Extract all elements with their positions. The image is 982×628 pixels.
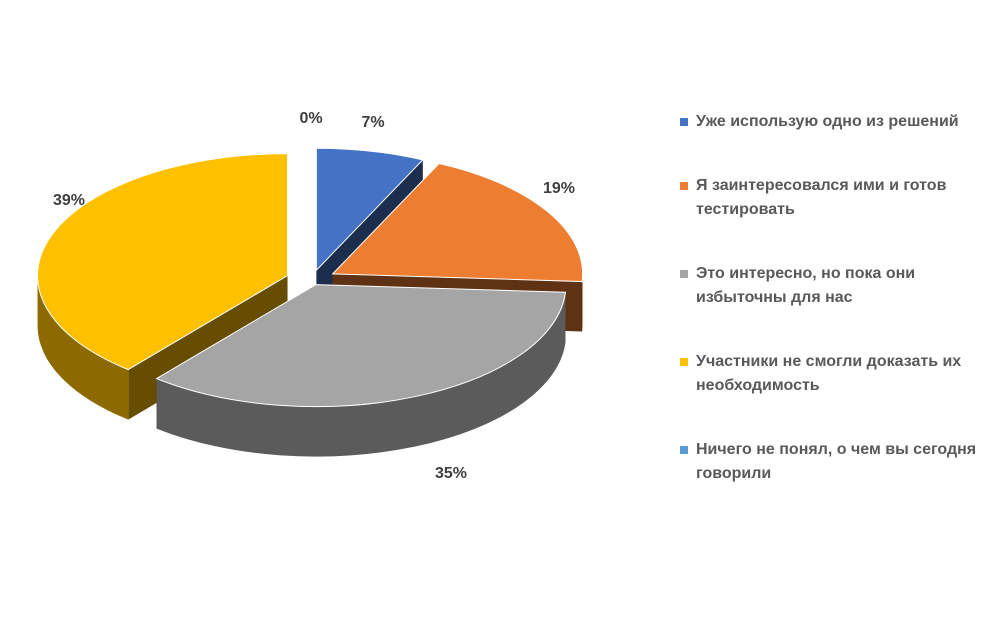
pie-data-label: 7% bbox=[361, 114, 384, 131]
legend-item: Это интересно, но пока они избыточны для… bbox=[678, 262, 978, 310]
legend-label: Ничего не понял, о чем вы сегодня говори… bbox=[696, 441, 977, 482]
legend-swatch bbox=[680, 118, 688, 126]
legend-label: Это интересно, но пока они избыточны для… bbox=[696, 265, 916, 306]
legend-label: Участники не смогли доказать их необходи… bbox=[696, 353, 962, 394]
pie-data-label: 0% bbox=[299, 110, 322, 127]
legend-item: Ничего не понял, о чем вы сегодня говори… bbox=[678, 438, 978, 486]
legend-label: Уже использую одно из решений bbox=[696, 113, 959, 130]
pie-slice bbox=[315, 147, 424, 272]
legend: Уже использую одно из решений Я заинтере… bbox=[678, 110, 978, 526]
pie-data-label: 19% bbox=[543, 180, 575, 197]
legend-label: Я заинтересовался ими и готов тестироват… bbox=[696, 177, 947, 218]
legend-swatch bbox=[680, 270, 688, 278]
slice-side bbox=[37, 275, 129, 420]
pie-data-label: 35% bbox=[435, 465, 467, 482]
pie-chart: 7% 19% 35% 39% 0% bbox=[37, 110, 584, 482]
pie-slice bbox=[155, 284, 567, 408]
slice-side bbox=[156, 292, 566, 457]
pie-data-label: 39% bbox=[53, 192, 85, 209]
pie-tops bbox=[37, 147, 584, 408]
legend-item: Участники не смогли доказать их необходи… bbox=[678, 350, 978, 398]
legend-swatch bbox=[680, 358, 688, 366]
pie-slice bbox=[331, 162, 584, 283]
legend-item: Уже использую одно из решений bbox=[678, 110, 978, 134]
pie-labels: 7% 19% 35% 39% 0% bbox=[53, 110, 575, 482]
pie-chart-svg: 7% 19% 35% 39% 0% bbox=[37, 110, 584, 482]
legend-swatch bbox=[680, 182, 688, 190]
legend-item: Я заинтересовался ими и готов тестироват… bbox=[678, 174, 978, 222]
legend-swatch bbox=[680, 446, 688, 454]
pie-slice bbox=[37, 153, 289, 371]
